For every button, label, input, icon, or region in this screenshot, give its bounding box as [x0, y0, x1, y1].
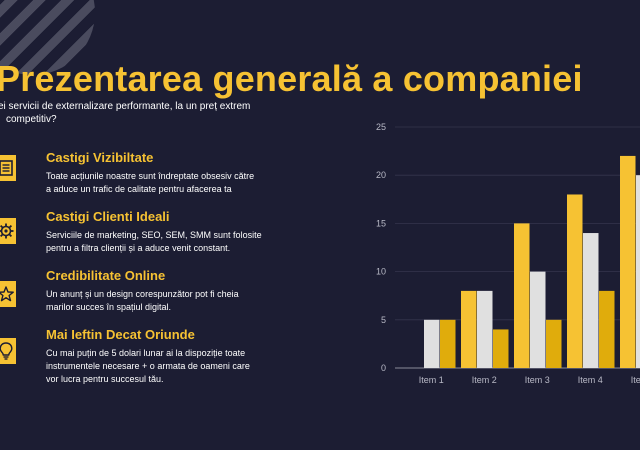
bar — [530, 271, 546, 368]
bar — [583, 233, 599, 368]
feature-title: Credibilitate Online — [46, 268, 166, 283]
bar — [599, 290, 615, 368]
bar — [461, 290, 477, 368]
page-subtitle: ei servicii de externalizare performante… — [0, 100, 278, 126]
feature-description: Un anunț și un design corespunzător pot … — [46, 288, 291, 314]
x-tick-label: Item 4 — [578, 375, 603, 385]
bar — [514, 223, 530, 368]
feature-desc-line: marilor succes în spațiul digital. — [46, 302, 172, 312]
feature-title: Castigi Clienti Ideali — [46, 209, 170, 224]
feature-desc-line: Serviciile de marketing, SEO, SEM, SMM s… — [46, 230, 262, 240]
bar — [477, 290, 493, 368]
feature-desc-line: a aduce un trafic de calitate pentru afa… — [46, 184, 232, 194]
y-tick-label: 25 — [376, 122, 386, 132]
x-tick-label: Item 1 — [419, 375, 444, 385]
feature-desc-line: Toate acțiunile noastre sunt îndreptate … — [46, 171, 255, 181]
document-icon — [0, 155, 16, 181]
feature-desc-line: Cu mai puțin de 5 dolari lunar ai la dis… — [46, 348, 246, 358]
y-tick-label: 0 — [381, 363, 386, 373]
feature-title: Mai Ieftin Decat Oriunde — [46, 327, 195, 342]
star-icon — [0, 281, 16, 307]
y-tick-label: 5 — [381, 315, 386, 325]
y-tick-label: 20 — [376, 170, 386, 180]
bar — [546, 319, 562, 368]
bar — [440, 319, 456, 368]
subtitle-line-1: ei servicii de externalizare performante… — [0, 101, 251, 112]
gear-icon — [0, 218, 16, 244]
feature-description: Toate acțiunile noastre sunt îndreptate … — [46, 170, 291, 196]
bar — [567, 194, 583, 368]
bar — [493, 329, 509, 368]
page-title: Prezentarea generală a companiei — [0, 58, 583, 99]
feature-desc-line: instrumentele necesare + o armata de oam… — [46, 361, 250, 371]
bar-chart: 0 5 10 15 20 25 Item 1 Item 2 Item 3 Item 4 Item 5 — [376, 122, 640, 385]
feature-desc-line: vor lucra pentru succesul tău. — [46, 374, 164, 384]
feature-desc-line: pentru a filtra clienții și a aduce veni… — [46, 243, 231, 253]
feature-description: Cu mai puțin de 5 dolari lunar ai la dis… — [46, 347, 291, 386]
bar — [620, 155, 636, 368]
feature-title: Castigi Vizibiltate — [46, 150, 154, 165]
feature-description: Serviciile de marketing, SEO, SEM, SMM s… — [46, 229, 291, 255]
y-tick-label: 15 — [376, 218, 386, 228]
y-tick-label: 10 — [376, 267, 386, 277]
feature-desc-line: Un anunț și un design corespunzător pot … — [46, 289, 239, 299]
x-tick-label: Item 3 — [525, 375, 550, 385]
bar — [424, 319, 440, 368]
x-tick-label: Item 2 — [472, 375, 497, 385]
bar — [636, 175, 640, 368]
lightbulb-icon — [0, 338, 16, 364]
subtitle-line-2: competitiv? — [6, 114, 57, 125]
x-tick-label: Item 5 — [631, 375, 640, 385]
